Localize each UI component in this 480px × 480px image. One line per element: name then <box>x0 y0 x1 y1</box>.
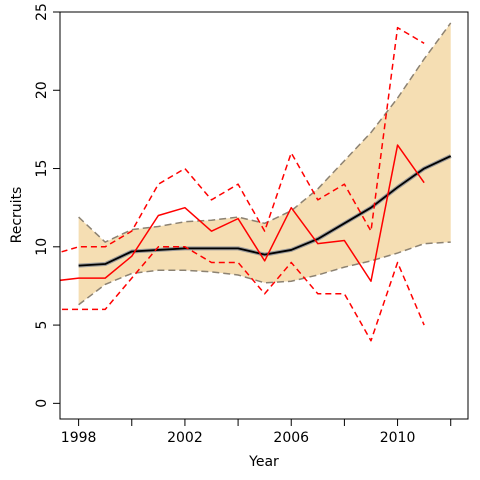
x-tick-label-2010: 2010 <box>380 430 416 446</box>
series-line-1 <box>60 144 425 282</box>
x-tick-label-1998: 1998 <box>61 430 97 446</box>
y-tick-label-10: 10 <box>34 238 50 256</box>
y-tick-label-15: 15 <box>34 160 50 178</box>
x-tick-label-2002: 2002 <box>167 430 203 446</box>
y-axis-title: Recruits <box>9 187 25 244</box>
y-tick-label-0: 0 <box>34 399 50 408</box>
confidence-band-upper <box>78 22 452 244</box>
series-layer <box>60 26 452 342</box>
confidence-band-lower <box>78 241 451 306</box>
x-tick-label-2006: 2006 <box>273 430 309 446</box>
y-tick-label-25: 25 <box>34 3 50 21</box>
plot-frame <box>59 11 469 420</box>
series-line-2 <box>60 26 425 254</box>
series-line-3 <box>60 246 425 342</box>
y-axis: 0 5 10 15 20 25 <box>34 3 60 408</box>
y-tick-label-5: 5 <box>34 321 50 330</box>
confidence-band-fill <box>78 22 451 305</box>
confidence-band-layer <box>78 22 452 306</box>
x-axis: 1998 2002 2006 2010 <box>61 419 452 446</box>
x-axis-title: Year <box>248 454 279 470</box>
y-tick-label-20: 20 <box>34 81 50 99</box>
